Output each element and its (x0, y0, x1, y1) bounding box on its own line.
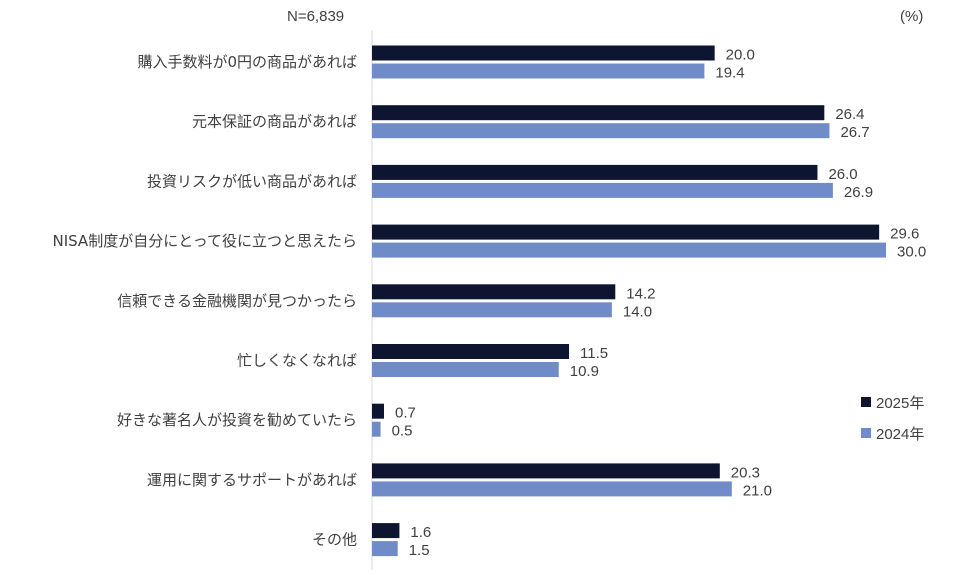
bars (372, 45, 886, 557)
value-label: 14.2 (626, 285, 655, 302)
bar-series-2 (372, 123, 830, 139)
value-label: 19.4 (715, 65, 744, 82)
category-label: 忙しくなくなれば (237, 352, 357, 370)
bar-series-2 (372, 362, 559, 377)
value-label: 26.9 (844, 184, 873, 201)
unit-label: (%) (900, 8, 923, 25)
value-label: 20.0 (726, 47, 755, 64)
value-label: 26.4 (835, 106, 864, 123)
category-label: 元本保証の商品があれば (192, 113, 357, 131)
bar-series-2 (372, 63, 705, 79)
legend-label: 2024年 (876, 426, 924, 443)
value-labels: 20.019.4 26.426.7 26.026.9 29.630.0 14.214.0… (392, 47, 927, 560)
bar-series-2 (372, 541, 398, 557)
legend-swatch (861, 428, 871, 438)
value-label: 0.7 (395, 405, 416, 422)
bar-series-1 (372, 224, 880, 240)
bar-series-2 (372, 481, 732, 497)
legend-swatch (861, 397, 871, 407)
legend: 2025年 2024年 (861, 395, 924, 443)
value-label: 1.6 (410, 524, 431, 541)
value-label: 20.3 (731, 464, 760, 481)
legend-label: 2025年 (876, 395, 924, 412)
bar-series-2 (372, 182, 833, 198)
bar-series-1 (372, 344, 570, 359)
category-label: 好きな著名人が投資を勧めていたら (117, 411, 357, 429)
category-label: 投資リスクが低い商品があれば (147, 172, 357, 190)
value-label: 14.0 (623, 303, 652, 320)
value-label: 21.0 (743, 482, 772, 499)
value-label: 29.6 (890, 226, 919, 243)
bar-series-1 (372, 403, 384, 419)
bar-series-1 (372, 164, 818, 180)
category-label: 信頼できる金融機関が見つかったら (117, 292, 357, 310)
bar-series-2 (372, 302, 612, 318)
category-label: その他 (312, 531, 357, 549)
bar-series-1 (372, 284, 616, 300)
bar-series-1 (372, 463, 720, 479)
bar-series-2 (372, 242, 886, 258)
bar-series-2 (372, 421, 381, 437)
category-label: 購入手数料が0円の商品があれば (137, 53, 357, 71)
category-label: 運用に関するサポートがあれば (147, 471, 357, 489)
value-label: 11.5 (580, 345, 608, 362)
bar-series-1 (372, 45, 715, 61)
category-label: NISA制度が自分にとって役に立つと思えたら (52, 232, 357, 250)
value-label: 26.0 (828, 166, 857, 183)
bar-series-1 (372, 523, 400, 539)
value-label: 30.0 (897, 244, 926, 261)
value-label: 10.9 (570, 363, 599, 380)
bar-series-1 (372, 105, 825, 121)
value-label: 26.7 (840, 124, 869, 141)
category-labels: 購入手数料が0円の商品があれば元本保証の商品があれば投資リスクが低い商品があれば… (52, 53, 357, 549)
value-label: 1.5 (409, 542, 430, 559)
value-label: 0.5 (392, 423, 413, 440)
sample-size-label: N=6,839 (287, 8, 344, 25)
